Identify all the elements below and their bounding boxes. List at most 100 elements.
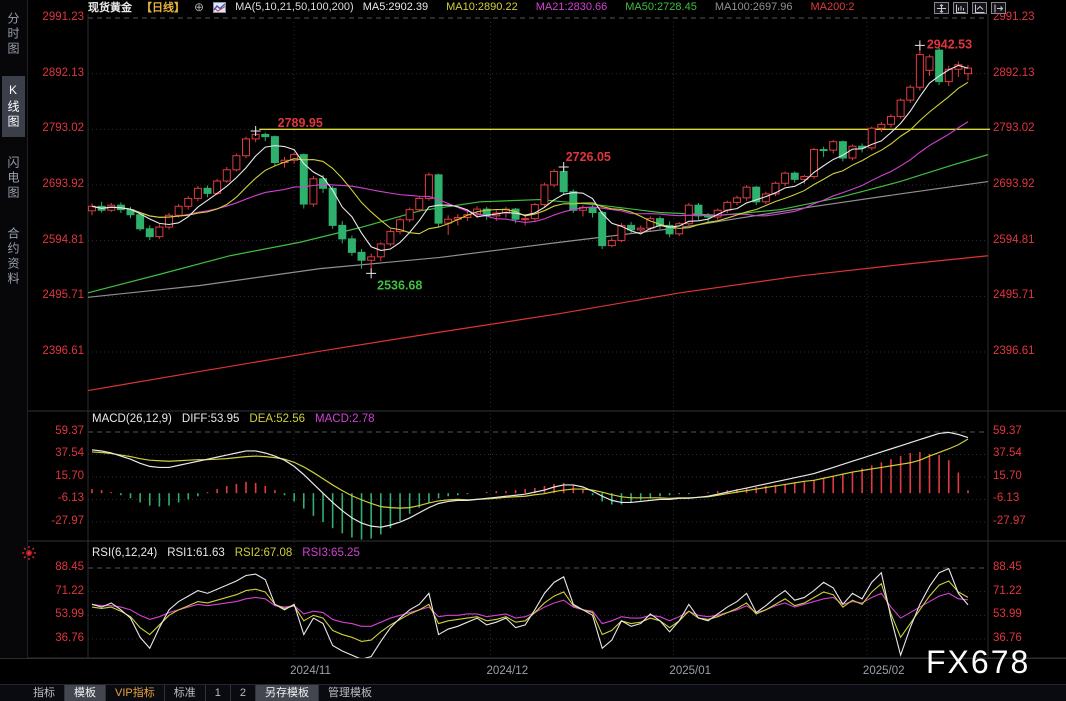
axis-scale-icon[interactable] [953, 2, 968, 14]
axis-label: 2892.13 [42, 66, 84, 79]
sidebar-item-0[interactable]: 分时图 [6, 12, 20, 57]
toolbar-item-0[interactable]: 指标 [33, 687, 55, 699]
svg-text:2726.05: 2726.05 [566, 150, 611, 164]
axis-label: 2991.23 [993, 11, 1035, 23]
rsi2-line [91, 580, 969, 642]
macd-dea-value: DEA:52.56 [249, 413, 306, 425]
axis-label: 53.99 [993, 608, 1022, 621]
macd-value: MACD:2.78 [315, 413, 375, 425]
candles [88, 45, 972, 274]
rsi1-value: RSI1:61.63 [167, 547, 225, 559]
svg-text:2536.68: 2536.68 [377, 278, 422, 292]
axis-label: 2892.13 [993, 66, 1035, 79]
move-right-icon[interactable] [991, 2, 1006, 14]
toolbar-item-6[interactable]: 另存模板 [254, 685, 318, 701]
chart-shift-icon[interactable] [972, 2, 987, 14]
axis-label: 2594.81 [993, 233, 1035, 246]
pan-icon[interactable] [934, 2, 949, 14]
axis-label: -27.97 [51, 515, 84, 527]
axis-label: 59.37 [993, 425, 1022, 437]
ma-legend-value-1: MA10:2890.22 [446, 1, 518, 13]
toolbar-item-2[interactable]: VIP指标 [105, 685, 164, 701]
sidebar-item-2[interactable]: 闪电图 [6, 156, 20, 201]
axis-label: 2793.02 [42, 122, 84, 135]
rsi-legend: RSI(6,12,24) RSI1:61.63 RSI2:67.08 RSI3:… [92, 547, 360, 559]
date-label-1: 2024/12 [486, 665, 529, 677]
axis-label: 71.22 [55, 584, 84, 597]
macd-diff-value: DIFF:53.95 [181, 413, 240, 425]
alarm-sun-icon[interactable] [21, 545, 37, 566]
axis-label: 53.99 [55, 608, 84, 621]
chart-header: 现货黄金 【日线】 ⊕ MA(5,10,21,50,100,200) MA5:2… [88, 0, 864, 14]
macd-histogram [91, 451, 969, 540]
macd-title: MACD(26,12,9) [92, 413, 172, 425]
axis-label: 2396.61 [993, 345, 1035, 357]
mini-chart-icon[interactable] [213, 1, 227, 13]
period-label: 【日线】 [141, 2, 185, 14]
gridlines [28, 14, 1066, 659]
toolbar-item-3[interactable]: 标准 [163, 685, 205, 701]
sidebar-item-1[interactable]: K线图 [2, 76, 25, 137]
axis-label: 2991.23 [42, 11, 84, 23]
rsi3-value: RSI3:65.25 [302, 547, 360, 559]
symbol-name: 现货黄金 [88, 2, 132, 14]
axis-label: 88.45 [55, 561, 84, 573]
ma10-line [91, 81, 969, 235]
time-axis-row [0, 658, 1066, 684]
axis-label: 36.76 [55, 632, 84, 644]
axis-label: -6.13 [57, 492, 84, 505]
expand-icon[interactable]: ⊕ [194, 0, 205, 14]
svg-text:2942.53: 2942.53 [927, 37, 972, 51]
ma-legend-value-2: MA21:2830.66 [535, 1, 608, 13]
axis-label: 88.45 [993, 561, 1022, 573]
ma-legend-value-0: MA5:2902.39 [362, 1, 429, 13]
macd-legend: MACD(26,12,9) DIFF:53.95 DEA:52.56 MACD:… [92, 413, 374, 425]
ma-settings-label: MA(5,10,21,50,100,200) [235, 1, 354, 13]
left-sidebar: 分时图 K线图闪电图合约资料 [0, 0, 28, 658]
ma-legend-value-5: MA200:2 [810, 1, 855, 13]
ma21-line [91, 121, 969, 224]
macd-diff-line [91, 431, 969, 528]
sidebar-item-3[interactable]: 合约资料 [6, 227, 20, 287]
ma5-line [91, 64, 969, 252]
axis-label: 71.22 [993, 584, 1022, 597]
ma-legend: MA5:2902.39 MA10:2890.22 MA21:2830.66 MA50:… [363, 1, 864, 13]
axis-label: 2495.71 [42, 289, 84, 302]
rsi1-line [91, 567, 969, 660]
toolbar-item-5[interactable]: 2 [229, 685, 255, 701]
axis-label: -6.13 [993, 492, 1020, 505]
svg-text:2789.95: 2789.95 [278, 116, 323, 130]
toolbar-item-7[interactable]: 管理模板 [317, 685, 381, 701]
axis-label: 59.37 [55, 425, 84, 437]
rsi3-line [91, 592, 969, 627]
fx678-watermark: FX678 [926, 644, 1031, 680]
bottom-toolbar: 指标 模板 VIP指标 标准 1 2 另存模板 管理模板 [0, 684, 1066, 701]
axis-label: -27.97 [993, 515, 1026, 527]
axis-label: 2793.02 [993, 122, 1035, 135]
axis-label: 15.70 [55, 470, 84, 482]
axis-label: 37.54 [55, 447, 84, 460]
axis-label: 2495.71 [993, 289, 1035, 302]
axis-label: 36.76 [993, 632, 1022, 644]
axis-label: 2396.61 [42, 345, 84, 357]
axis-label: 37.54 [993, 447, 1022, 460]
macd-dea-line [91, 438, 969, 509]
axis-label: 15.70 [993, 470, 1022, 482]
ma-legend-value-3: MA50:2728.45 [625, 1, 697, 13]
chart-toolbar-icons [934, 2, 1006, 14]
axis-label: 2693.92 [993, 178, 1035, 190]
rsi2-value: RSI2:67.08 [234, 547, 293, 559]
rsi-title: RSI(6,12,24) [92, 547, 158, 559]
axis-label: 2594.81 [42, 233, 84, 246]
toolbar-item-1[interactable]: 模板 [64, 685, 105, 701]
date-label-3: 2025/02 [862, 665, 905, 677]
ma-legend-value-4: MA100:2697.96 [714, 1, 793, 13]
toolbar-item-4[interactable]: 1 [204, 685, 230, 701]
date-label-2: 2025/01 [669, 665, 711, 677]
date-label-0: 2024/11 [290, 665, 331, 677]
price-annotations: 2789.95 2536.68 2726.05 2942.53 [250, 37, 972, 292]
axis-label: 2693.92 [42, 178, 84, 190]
ma-overlay-lines [87, 154, 989, 392]
